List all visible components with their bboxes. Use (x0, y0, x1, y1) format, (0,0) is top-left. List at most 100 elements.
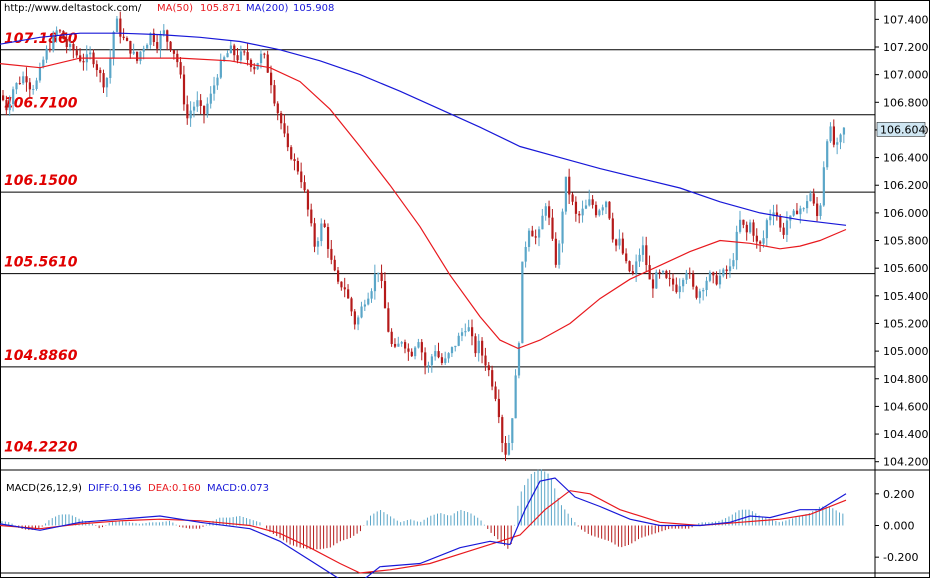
candle-down (350, 298, 353, 312)
candle-up (682, 279, 685, 287)
site-url[interactable]: http://www.deltastock.com/ (4, 3, 142, 14)
candle-down (578, 213, 581, 216)
candle-down (424, 352, 427, 366)
candle-up (32, 89, 35, 91)
candle-down (407, 348, 410, 352)
candle-up (514, 375, 517, 419)
candle-down (186, 104, 189, 119)
candle-down (65, 38, 68, 48)
candle-up (159, 33, 162, 49)
candle-down (152, 33, 155, 43)
candle-up (739, 219, 742, 232)
candle-down (548, 206, 551, 218)
candle-down (337, 270, 340, 282)
candle-down (615, 239, 618, 246)
candle-up (22, 76, 25, 84)
candle-down (169, 41, 172, 51)
candle-up (219, 59, 222, 78)
price-tick-label: 106.800 (883, 96, 929, 109)
candle-down (621, 238, 624, 254)
candle-up (722, 269, 725, 276)
candle-up (457, 335, 460, 346)
candle-down (390, 331, 393, 344)
candle-up (588, 199, 591, 206)
macd-label: MACD(26,12,9) (6, 483, 82, 494)
candle-up (655, 272, 658, 289)
candle-down (203, 105, 206, 114)
candle-up (8, 103, 11, 111)
candle-up (12, 89, 15, 104)
candle-up (417, 342, 420, 348)
candle-down (554, 238, 557, 265)
candle-up (842, 127, 846, 135)
candle-down (182, 74, 186, 105)
candle-down (437, 351, 440, 358)
price-tick-label: 104.200 (883, 456, 929, 469)
candle-up (702, 290, 705, 292)
candle-down (303, 182, 306, 191)
macd-diff: DIFF:0.196 (88, 483, 142, 494)
candle-down (129, 40, 132, 54)
candle-up (544, 206, 547, 216)
candle-down (273, 85, 276, 104)
candle-up (792, 210, 795, 216)
candle-down (122, 36, 125, 38)
candle-up (618, 238, 621, 246)
candle-up (320, 223, 323, 242)
price-tick-label: 105.200 (883, 317, 929, 330)
price-tick-label: 107.000 (883, 69, 929, 82)
candle-down (695, 286, 698, 298)
ma200-label: MA(200) (246, 3, 289, 14)
candle-up (434, 351, 437, 357)
candle-down (280, 113, 283, 124)
candle-down (326, 227, 330, 249)
candle-down (48, 48, 52, 51)
candle-up (521, 261, 524, 344)
candle-down (497, 398, 500, 418)
candle-down (501, 417, 504, 443)
candle-up (229, 45, 232, 54)
candle-down (611, 218, 614, 240)
diff-line (0, 477, 847, 582)
candle-up (367, 298, 370, 305)
candle-down (651, 279, 655, 289)
candle-down (404, 342, 407, 349)
candle-up (357, 317, 360, 325)
candle-up (105, 77, 109, 88)
ma200-value: 105.908 (293, 3, 335, 14)
candle-up (444, 358, 447, 363)
candle-down (236, 55, 239, 61)
candle-up (769, 216, 772, 221)
candle-up (109, 57, 112, 78)
candle-up (216, 77, 219, 86)
candle-up (112, 31, 115, 58)
candle-down (323, 223, 326, 228)
candle-up (561, 211, 564, 244)
candle-down (812, 193, 815, 204)
candle-up (226, 53, 229, 58)
candle-down (504, 442, 507, 455)
candle-down (752, 222, 755, 236)
price-tick-label: 105.600 (883, 262, 929, 275)
dea-line (0, 490, 847, 574)
candle-up (735, 231, 738, 261)
candle-down (28, 82, 31, 90)
candle-up (69, 43, 72, 48)
candle-up (638, 254, 641, 262)
candle-up (370, 291, 373, 299)
candle-up (430, 356, 433, 366)
candle-down (102, 73, 105, 88)
level-label: 104.2220 (4, 440, 78, 456)
current-price-label: 106.604 (880, 123, 926, 136)
candle-down (300, 171, 303, 183)
candle-up (206, 103, 209, 114)
candle-down (648, 265, 651, 280)
candle-up (464, 331, 467, 333)
candle-up (15, 83, 18, 90)
candle-down (266, 54, 269, 73)
candle-up (661, 271, 665, 273)
candle-up (517, 343, 521, 376)
candle-down (340, 281, 343, 288)
